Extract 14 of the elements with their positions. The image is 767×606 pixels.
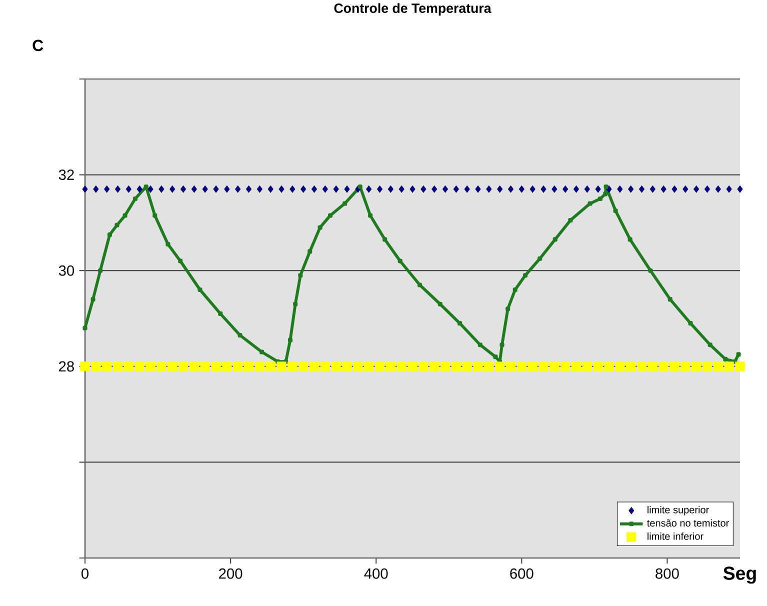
legend-label: limite superior — [648, 506, 709, 516]
x-tick-label: 800 — [656, 568, 679, 579]
chart-title: Controle de Temperatura — [334, 3, 492, 16]
y-tick-label: 30 — [58, 265, 74, 276]
legend-label: tensão no temistor — [647, 519, 729, 527]
x-tick-label: 600 — [510, 568, 534, 579]
x-tick-label: 400 — [364, 568, 388, 579]
legend-label: limite inferior — [648, 532, 704, 540]
y-axis-title: C — [32, 40, 44, 52]
x-tick-label: 200 — [219, 568, 242, 579]
x-tick-label: 0 — [81, 568, 88, 579]
y-tick-label: 28 — [59, 361, 74, 372]
x-axis-title: Seg — [723, 566, 756, 584]
y-tick-label: 32 — [58, 170, 74, 180]
